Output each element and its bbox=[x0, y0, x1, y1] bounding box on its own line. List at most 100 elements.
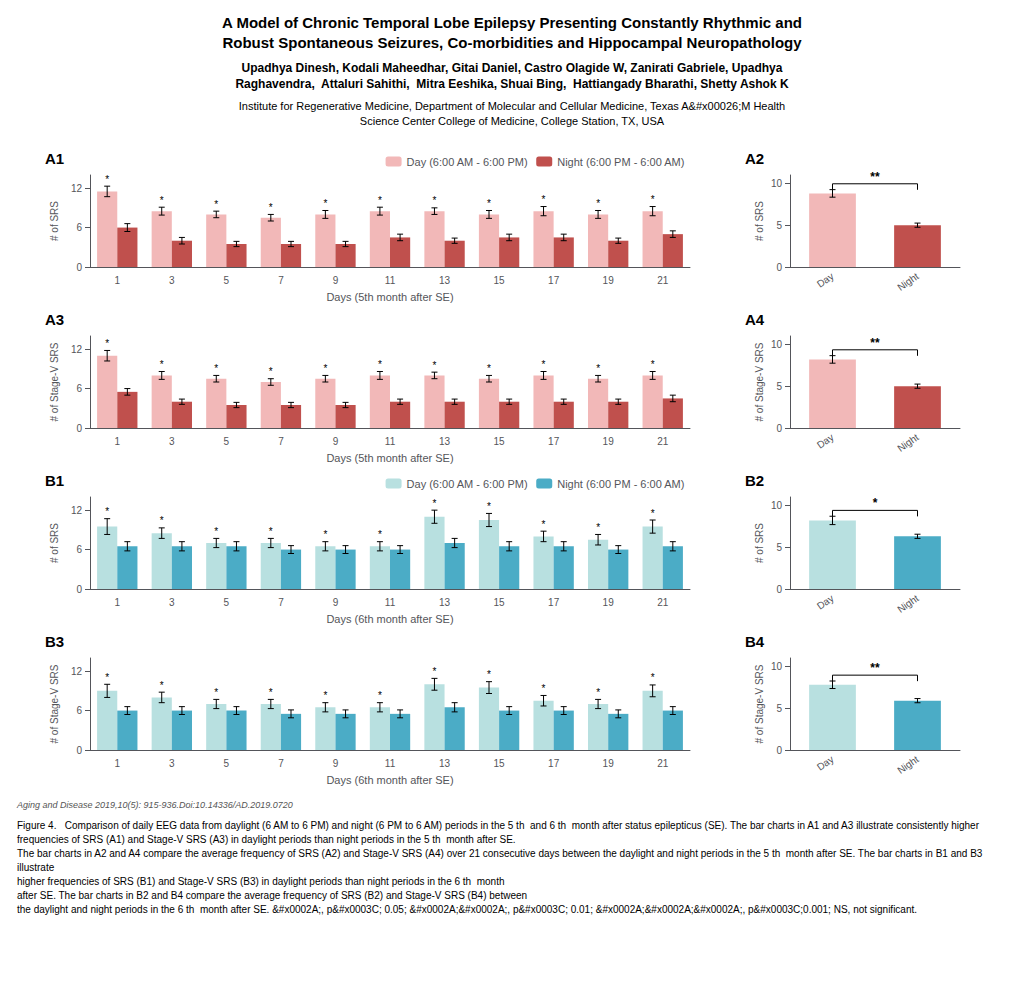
svg-text:# of Stage-V SRS: # of Stage-V SRS bbox=[754, 664, 765, 743]
svg-text:10: 10 bbox=[771, 500, 783, 511]
svg-text:6: 6 bbox=[76, 544, 82, 555]
svg-text:*: * bbox=[105, 672, 109, 683]
svg-text:*: * bbox=[378, 529, 382, 540]
svg-text:*: * bbox=[596, 363, 600, 374]
svg-text:Figure 4. Comparison of dail: Figure 4. Comparison of daily EEG data f… bbox=[17, 820, 980, 831]
svg-text:Day (6:00 AM - 6:00 PM): Day (6:00 AM - 6:00 PM) bbox=[407, 478, 528, 490]
svg-text:Robust Spontaneous Seizures, C: Robust Spontaneous Seizures, Co-morbidit… bbox=[222, 34, 802, 51]
svg-text:5: 5 bbox=[224, 436, 230, 447]
svg-text:1: 1 bbox=[114, 758, 120, 769]
svg-text:*: * bbox=[433, 498, 437, 509]
svg-text:*: * bbox=[269, 687, 273, 698]
svg-text:**: ** bbox=[870, 336, 880, 350]
svg-text:5: 5 bbox=[776, 381, 782, 392]
svg-text:7: 7 bbox=[278, 275, 284, 286]
svg-text:Day: Day bbox=[815, 431, 836, 450]
svg-text:Institute for Regenerative Med: Institute for Regenerative Medicine, Dep… bbox=[239, 100, 785, 112]
svg-text:*: * bbox=[596, 198, 600, 209]
svg-text:13: 13 bbox=[439, 597, 451, 608]
svg-text:0: 0 bbox=[776, 745, 782, 756]
svg-text:10: 10 bbox=[771, 661, 783, 672]
svg-text:17: 17 bbox=[548, 597, 560, 608]
svg-text:*: * bbox=[433, 666, 437, 677]
svg-text:1: 1 bbox=[114, 436, 120, 447]
svg-text:1: 1 bbox=[114, 275, 120, 286]
svg-text:B1: B1 bbox=[45, 472, 64, 489]
svg-text:6: 6 bbox=[76, 383, 82, 394]
svg-text:higher frequencies of SRS (B1): higher frequencies of SRS (B1) and Stage… bbox=[17, 876, 505, 887]
svg-text:*: * bbox=[378, 359, 382, 370]
svg-text:*: * bbox=[542, 683, 546, 694]
svg-text:21: 21 bbox=[657, 436, 669, 447]
svg-text:13: 13 bbox=[439, 436, 451, 447]
svg-text:10: 10 bbox=[771, 339, 783, 350]
svg-text:15: 15 bbox=[494, 597, 506, 608]
svg-text:*: * bbox=[105, 174, 109, 185]
svg-text:# of SRS: # of SRS bbox=[49, 201, 60, 241]
svg-text:1: 1 bbox=[114, 597, 120, 608]
svg-text:5: 5 bbox=[224, 758, 230, 769]
svg-text:*: * bbox=[596, 687, 600, 698]
svg-text:21: 21 bbox=[657, 275, 669, 286]
svg-text:0: 0 bbox=[76, 745, 82, 756]
svg-text:5: 5 bbox=[776, 542, 782, 553]
svg-text:Days (6th month after SE): Days (6th month after SE) bbox=[326, 613, 453, 625]
svg-text:*: * bbox=[542, 359, 546, 370]
svg-text:19: 19 bbox=[603, 758, 615, 769]
svg-text:A4: A4 bbox=[745, 311, 765, 328]
svg-text:*: * bbox=[160, 195, 164, 206]
svg-text:11: 11 bbox=[385, 597, 396, 608]
svg-text:12: 12 bbox=[71, 666, 83, 677]
svg-text:A2: A2 bbox=[745, 150, 764, 167]
svg-text:10: 10 bbox=[771, 178, 783, 189]
svg-text:*: * bbox=[160, 359, 164, 370]
svg-text:9: 9 bbox=[333, 275, 339, 286]
svg-text:3: 3 bbox=[169, 597, 175, 608]
svg-text:Day: Day bbox=[815, 753, 836, 772]
svg-text:*: * bbox=[323, 529, 327, 540]
svg-text:Night: Night bbox=[895, 431, 921, 454]
svg-text:# of Stage-V SRS: # of Stage-V SRS bbox=[49, 342, 60, 421]
svg-text:19: 19 bbox=[603, 436, 615, 447]
svg-text:frequencies of SRS (A1) and St: frequencies of SRS (A1) and Stage-V SRS … bbox=[17, 834, 516, 845]
svg-text:Raghavendra, Attaluri Sahithi: Raghavendra, Attaluri Sahithi, Mitra Ees… bbox=[235, 77, 789, 91]
svg-text:7: 7 bbox=[278, 597, 284, 608]
svg-text:9: 9 bbox=[333, 436, 339, 447]
svg-text:*: * bbox=[214, 687, 218, 698]
svg-text:Night: Night bbox=[895, 753, 921, 776]
svg-text:5: 5 bbox=[224, 275, 230, 286]
svg-text:19: 19 bbox=[603, 275, 615, 286]
svg-text:*: * bbox=[105, 506, 109, 517]
svg-text:5: 5 bbox=[224, 597, 230, 608]
svg-text:*: * bbox=[323, 363, 327, 374]
svg-text:*: * bbox=[487, 363, 491, 374]
svg-text:9: 9 bbox=[333, 758, 339, 769]
svg-text:the daylight and night periods: the daylight and night periods in the 6 … bbox=[17, 904, 917, 915]
svg-text:A1: A1 bbox=[45, 150, 64, 167]
svg-text:*: * bbox=[269, 366, 273, 377]
svg-text:*: * bbox=[596, 522, 600, 533]
svg-text:15: 15 bbox=[494, 436, 506, 447]
svg-text:*: * bbox=[433, 195, 437, 206]
svg-text:*: * bbox=[214, 199, 218, 210]
svg-text:*: * bbox=[269, 526, 273, 537]
svg-text:after SE. The bar charts in B2: after SE. The bar charts in B2 and B4 co… bbox=[17, 890, 527, 901]
svg-text:Days (5th month after SE): Days (5th month after SE) bbox=[326, 291, 453, 303]
svg-text:Day: Day bbox=[815, 270, 836, 289]
svg-text:A3: A3 bbox=[45, 311, 64, 328]
svg-text:13: 13 bbox=[439, 275, 451, 286]
svg-text:15: 15 bbox=[494, 275, 506, 286]
svg-text:*: * bbox=[487, 669, 491, 680]
svg-text:*: * bbox=[105, 338, 109, 349]
svg-text:*: * bbox=[542, 194, 546, 205]
svg-text:Night: Night bbox=[895, 592, 921, 615]
svg-text:B3: B3 bbox=[45, 633, 64, 650]
svg-text:Night (6:00 PM - 6:00 AM): Night (6:00 PM - 6:00 AM) bbox=[557, 478, 684, 490]
svg-text:# of SRS: # of SRS bbox=[754, 523, 765, 563]
svg-text:Days (5th month after SE): Days (5th month after SE) bbox=[326, 452, 453, 464]
svg-text:*: * bbox=[323, 198, 327, 209]
svg-text:17: 17 bbox=[548, 436, 560, 447]
svg-text:0: 0 bbox=[776, 262, 782, 273]
svg-text:*: * bbox=[651, 194, 655, 205]
svg-text:12: 12 bbox=[71, 505, 83, 516]
